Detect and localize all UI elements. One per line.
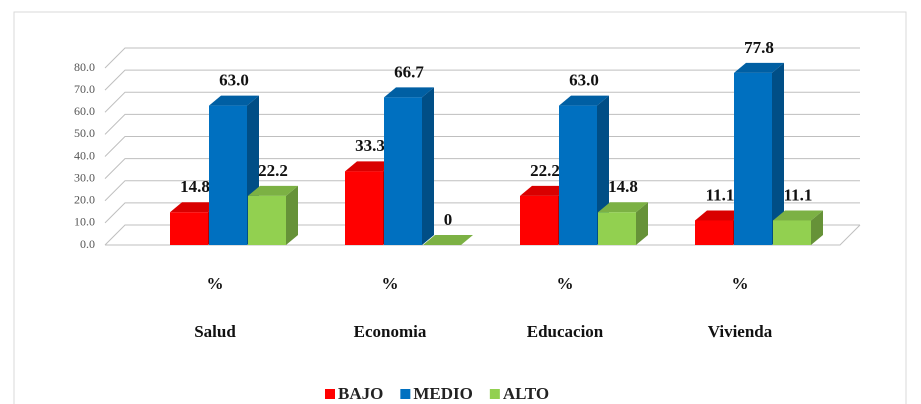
x-tick-label: Economia — [354, 322, 427, 341]
bar-face — [422, 87, 434, 246]
legend-label: MEDIO — [413, 384, 473, 403]
bar — [209, 95, 259, 245]
data-label: 66.7 — [394, 62, 424, 81]
grid-line — [104, 69, 860, 91]
data-label: 63.0 — [569, 71, 599, 90]
grid-line — [104, 47, 860, 69]
bar-face — [345, 171, 383, 245]
category-unit: % — [382, 274, 399, 293]
x-tick-label: Vivienda — [708, 322, 773, 341]
y-tick-label: 60.0 — [74, 104, 95, 118]
y-tick-label: 30.0 — [74, 170, 95, 184]
grid-line — [104, 113, 860, 135]
bar-face — [170, 202, 220, 213]
x-tick-label: Salud — [194, 322, 236, 341]
chart-frame — [13, 11, 907, 404]
y-tick-label: 20.0 — [74, 193, 95, 207]
bar-face — [773, 220, 811, 245]
y-tick-label: 50.0 — [74, 126, 95, 140]
bar-face — [248, 185, 298, 196]
data-label: 11.1 — [706, 185, 735, 204]
data-label: 0 — [444, 210, 453, 229]
data-label: 11.1 — [784, 185, 813, 204]
bar-face — [695, 220, 733, 245]
bar-face — [734, 72, 772, 246]
bar — [773, 210, 823, 245]
bar-face — [772, 62, 784, 246]
bar-face — [811, 210, 823, 245]
bar-face — [209, 95, 259, 106]
y-tick-label: 80.0 — [74, 60, 95, 74]
y-tick-label: 0.0 — [80, 237, 95, 251]
bar — [248, 185, 298, 245]
bar-face — [384, 87, 434, 98]
legend-swatch — [489, 389, 500, 399]
category-unit: % — [207, 274, 224, 293]
bar-face — [345, 161, 395, 172]
bar-face — [636, 202, 648, 245]
data-label: 14.8 — [180, 177, 210, 196]
legend-swatch — [325, 389, 335, 399]
category-unit: % — [732, 274, 749, 293]
bar-face — [384, 97, 422, 246]
legend-swatch — [400, 389, 411, 399]
bar-face — [520, 185, 570, 196]
bar-face — [598, 202, 648, 213]
data-label: 63.0 — [219, 71, 249, 90]
bar-face — [773, 210, 823, 221]
bar-face — [286, 185, 298, 245]
bar — [423, 235, 473, 245]
grid-line — [104, 91, 860, 113]
data-label: 14.8 — [608, 177, 638, 196]
category-unit: % — [557, 274, 574, 293]
bar-face — [209, 105, 247, 245]
y-tick-label: 10.0 — [74, 215, 95, 229]
bar-face — [248, 195, 286, 245]
bar-face — [734, 62, 784, 73]
bar — [598, 202, 648, 245]
y-tick-label: 70.0 — [74, 82, 95, 96]
bar — [384, 87, 434, 246]
legend-label: ALTO — [503, 384, 549, 403]
bar-face — [170, 212, 208, 245]
grid-line — [104, 136, 860, 157]
legend-label: BAJO — [338, 384, 383, 403]
bar-face — [695, 210, 745, 221]
data-label: 77.8 — [744, 38, 774, 57]
bar-face — [559, 105, 597, 245]
bar-face — [520, 195, 558, 245]
bar — [734, 62, 784, 246]
bar-face — [423, 235, 473, 245]
bar-face — [598, 212, 636, 245]
grid-line — [104, 180, 860, 202]
x-tick-label: Educacion — [527, 322, 604, 341]
data-label: 22.2 — [258, 161, 288, 180]
data-label: 33.3 — [355, 136, 385, 155]
grid-line — [104, 158, 860, 179]
data-label: 22.2 — [530, 161, 560, 180]
bar-face — [559, 95, 609, 106]
y-tick-label: 40.0 — [74, 148, 95, 162]
